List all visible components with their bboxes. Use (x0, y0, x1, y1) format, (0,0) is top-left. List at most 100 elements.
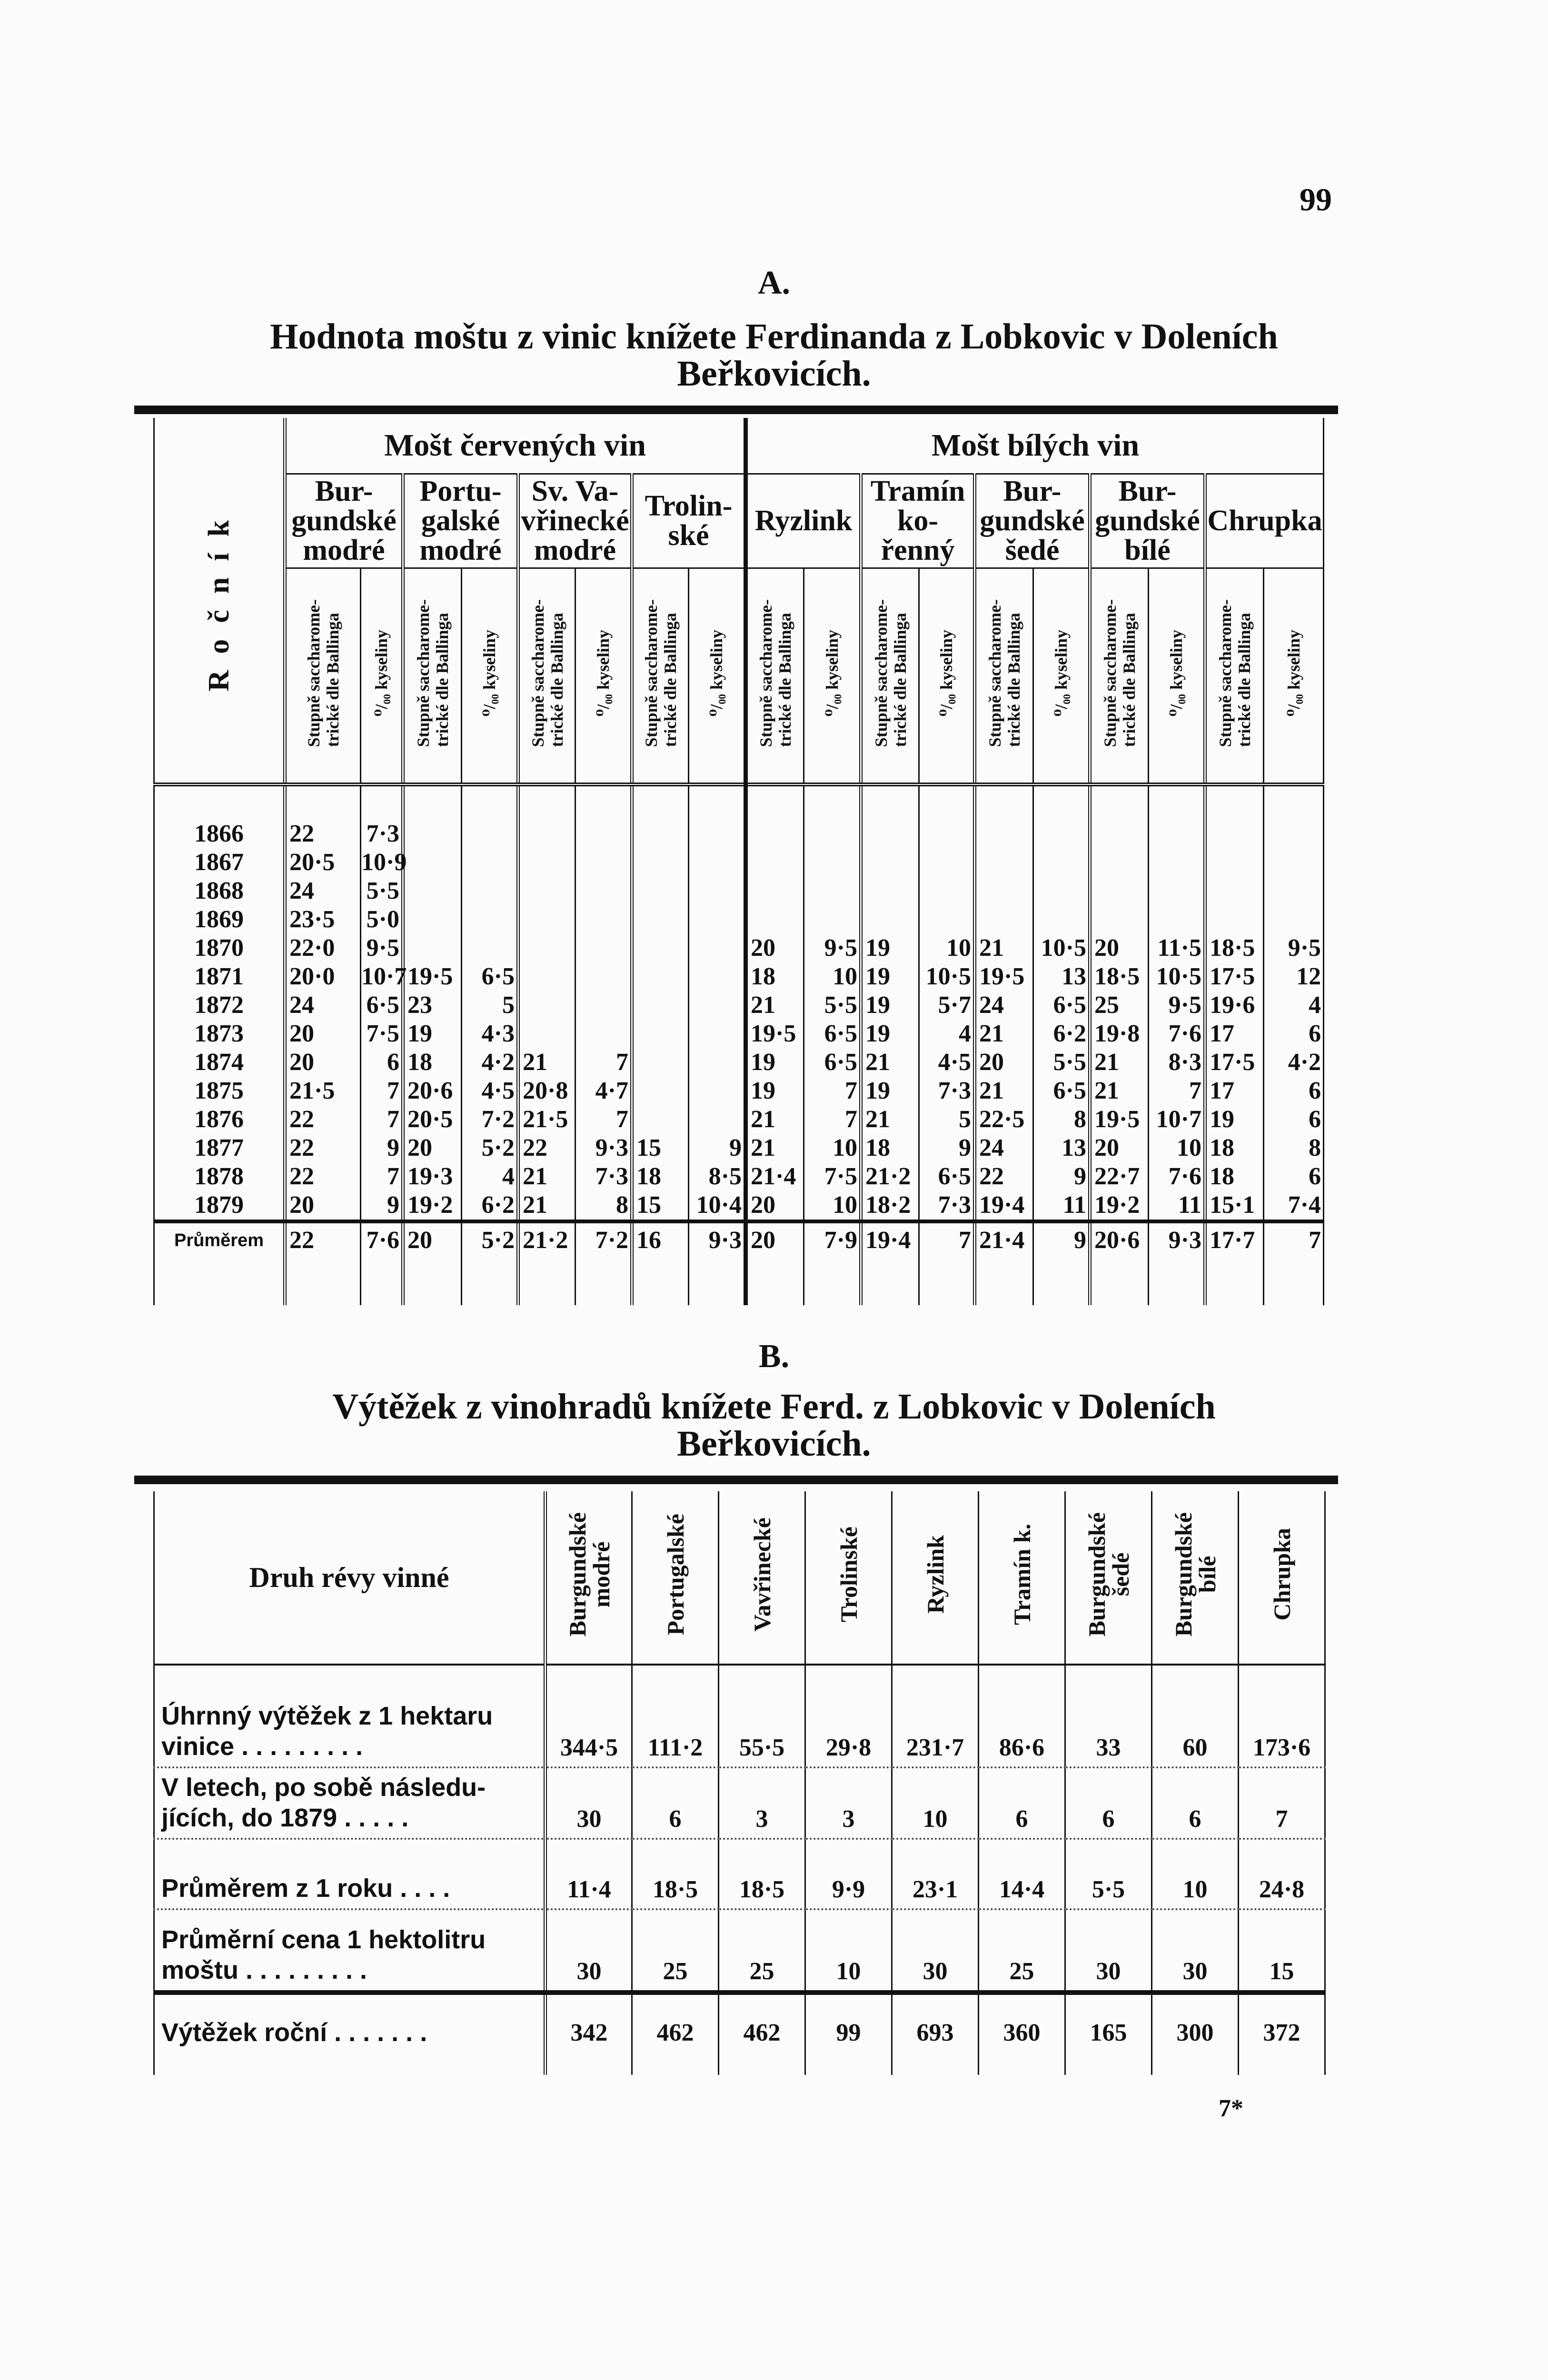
acidity-value: 5 (918, 1105, 975, 1134)
year-cell: 1874 (153, 1048, 285, 1077)
variety-column-label: Burgundské šedé (1083, 1512, 1134, 1637)
acidity-value: 9 (687, 1134, 746, 1162)
yield-value: 372 (1238, 1990, 1326, 2075)
sugar-value (859, 905, 919, 934)
sugar-value: 18 (859, 1134, 919, 1162)
yield-value: 6 (1064, 1767, 1152, 1840)
page-number: 99 (1300, 181, 1332, 218)
acidity-value: 5·0 (360, 905, 403, 934)
yield-value: 9·9 (804, 1839, 892, 1910)
acidity-value (1032, 820, 1090, 848)
year-cell: 1869 (153, 905, 285, 934)
table-row: 1868 24 5·5 (153, 877, 1325, 905)
sugar-value: 22 (283, 1134, 361, 1162)
acidity-value (803, 820, 861, 848)
variety-column-label: Burgundské bílé (1170, 1512, 1221, 1637)
sugar-value (630, 848, 689, 877)
acidity-value: 8 (575, 1191, 632, 1221)
acidity-value: 6 (1263, 1020, 1325, 1048)
year-header-label: Ročník (203, 504, 235, 692)
acidity-value: 6·5 (360, 991, 403, 1020)
acidity-value: 8·5 (687, 1162, 746, 1191)
yield-value: 25 (978, 1909, 1065, 1993)
acidity-value: 5·7 (918, 991, 975, 1020)
yield-value: 30 (1064, 1909, 1152, 1993)
sugar-value: 21 (744, 1105, 804, 1134)
acidity-value (803, 877, 861, 905)
sugar-value: 19·8 (1088, 1020, 1149, 1048)
sub-header-label: ⁰/₀₀ kyseliny (937, 629, 956, 716)
acidity-value (1148, 848, 1205, 877)
sugar-value (1203, 820, 1264, 848)
sugar-value: 20 (283, 1020, 361, 1048)
acidity-value: 7 (803, 1077, 861, 1105)
variety-column-label: Ryzlink (922, 1535, 949, 1614)
sub-header-label: ⁰/₀₀ kyseliny (1284, 629, 1303, 716)
acidity-value: 9·5 (803, 934, 861, 962)
acidity-value: 10 (1148, 1134, 1205, 1162)
sugar-value (401, 905, 462, 934)
acidity-value (575, 991, 632, 1020)
row-label: Výtěžek roční . . . . . . . (153, 1990, 546, 2075)
yield-value: 342 (544, 1990, 632, 2075)
acidity-value (575, 962, 632, 991)
sub-header-label: Stupně saccharome- trické dle Ballinga (642, 599, 680, 747)
acidity-value: 7 (1148, 1077, 1205, 1105)
sugar-value: 22 (516, 1134, 576, 1162)
sugar-value: 19 (859, 1077, 919, 1105)
sugar-value: 20 (744, 1191, 804, 1221)
sugar-degree-header: Stupně saccharome- trické dle Ballinga (1088, 568, 1149, 786)
variety-column-header: Chrupka (1238, 1491, 1326, 1666)
yield-value: 15 (1238, 1909, 1326, 1993)
variety-column-label: Burgundské modré (564, 1512, 615, 1637)
sugar-value: 19·3 (401, 1162, 462, 1191)
sugar-value (859, 820, 919, 848)
yield-value: 11·4 (544, 1839, 632, 1910)
sugar-value: 20·8 (516, 1077, 576, 1105)
acidity-value (461, 820, 518, 848)
sugar-value: 24 (973, 991, 1033, 1020)
acidity-value: 7 (1263, 1220, 1325, 1258)
sugar-value: 20 (401, 1134, 462, 1162)
sugar-value: 22·0 (283, 934, 361, 962)
sugar-degree-header: Stupně saccharome- trické dle Ballinga (516, 568, 576, 786)
sugar-value: 19 (859, 991, 919, 1020)
sugar-value (630, 877, 689, 905)
acidity-value: 6·2 (461, 1191, 518, 1221)
sugar-value: 19 (744, 1077, 804, 1105)
sub-header-label: Stupně saccharome- trické dle Ballinga (756, 599, 795, 747)
acidity-value (918, 905, 975, 934)
section-b-letter: B. (758, 1338, 790, 1375)
acidity-value: 8·3 (1148, 1048, 1205, 1077)
acidity-header: ⁰/₀₀ kyseliny (1263, 568, 1325, 786)
table-row: Průměrní cena 1 hektolitru moštu . . . .… (153, 1909, 1326, 1993)
sugar-value: 20 (744, 934, 804, 962)
sugar-value (630, 1105, 689, 1134)
sugar-value: 17 (1203, 1020, 1264, 1048)
sugar-value: 17 (1203, 1077, 1264, 1105)
sugar-value (1088, 905, 1149, 934)
yield-value: 30 (1151, 1909, 1239, 1993)
yield-value: 24·8 (1238, 1839, 1326, 1910)
sugar-value (630, 1077, 689, 1105)
acidity-value (575, 934, 632, 962)
acidity-value: 4·5 (461, 1077, 518, 1105)
sugar-value (516, 991, 576, 1020)
acidity-value (687, 1077, 746, 1105)
year-cell: 1867 (153, 848, 285, 877)
yield-value: 3 (718, 1767, 805, 1840)
variety-column-header: Burgundské modré (544, 1491, 632, 1666)
acidity-value: 8 (1263, 1134, 1325, 1162)
acidity-value: 4·2 (1263, 1048, 1325, 1077)
sugar-value: 21 (1088, 1077, 1149, 1105)
sugar-value: 21 (516, 1162, 576, 1191)
table-row: 1875 21·5 7 20·6 4·5 20·8 4·7 19 7 19 7·3 21 6·5 21 7 1… (153, 1077, 1325, 1105)
table-row: 1870 22·0 9·5 20 9·5 19 10 21 10·5 20 11·5 18·5 9·5 (153, 934, 1325, 962)
acidity-value (575, 820, 632, 848)
table-row: 1867 20·5 10·9 (153, 848, 1325, 877)
section-a-title-line2: Beřkovicích. (677, 354, 871, 394)
sugar-value: 20 (1088, 934, 1149, 962)
yield-value: 165 (1064, 1990, 1152, 2075)
acidity-value (1263, 820, 1325, 848)
sugar-value: 17·5 (1203, 962, 1264, 991)
